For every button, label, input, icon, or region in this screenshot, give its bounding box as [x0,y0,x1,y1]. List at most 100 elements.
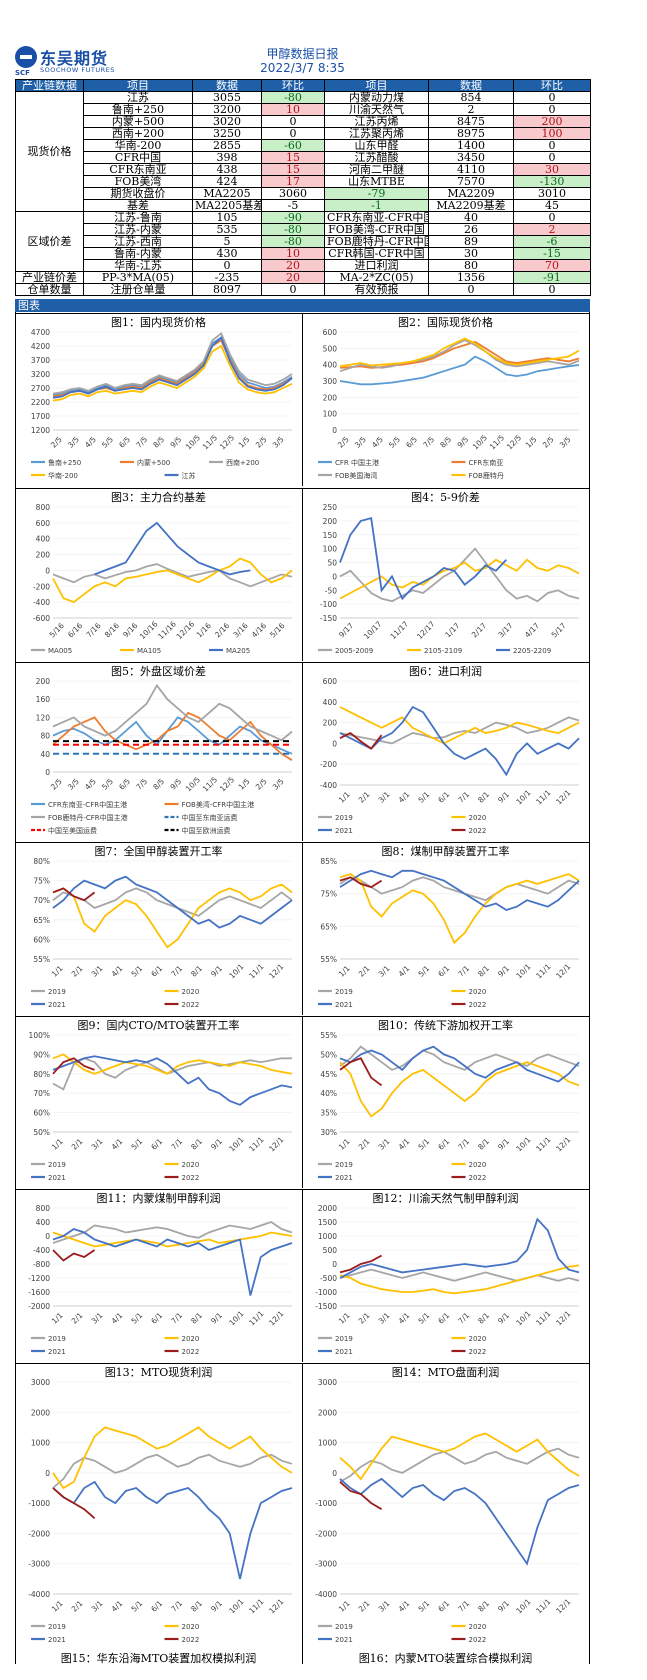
x-tick-label: 8/1 [476,1599,491,1614]
item-cell: 江苏-西南 [83,235,193,248]
logo-scf: SCF [15,69,30,77]
change-cell: -80 [261,91,325,104]
y-tick-label: -2000 [28,1529,50,1538]
x-tick-label: 3/16 [231,621,249,639]
chart-panel-c10: 图10：传统下游加权开工率 55% 50% 45% 40% 35% 30% 1/1 2/1 3/1… [302,1016,589,1188]
x-tick-label: 5/17 [550,621,568,639]
value-cell: 8975 [428,127,514,140]
chart-title: 图11：内蒙煤制甲醇利润 [96,1192,221,1205]
x-tick-label: 2/1 [357,964,372,979]
y-tick-label: -400 [33,1246,50,1255]
y-tick-label: -3000 [315,1560,337,1569]
series-line [339,516,507,601]
y-tick-label: 0 [332,1469,337,1478]
legend-label: 2021 [335,827,353,835]
x-tick-label: 2/5 [254,435,269,450]
x-tick-label: 5/16 [268,621,286,639]
x-tick-label: 3/5 [271,435,286,450]
x-tick-label: 9/1 [496,790,511,805]
y-tick-label: 1000 [31,1439,50,1448]
category-cell: 现货价格 [15,91,84,212]
x-tick-label: 10/1 [227,1309,245,1327]
y-tick-label: 55% [320,1031,337,1040]
y-tick-label: 100% [29,1031,50,1040]
report-date: 2022/3/7 8:35 [260,61,345,75]
y-tick-label: 200 [323,517,338,526]
table-row: 华南-江苏 0 20 进口利润 80 70 [16,259,591,272]
change-cell: 0 [261,127,325,140]
x-tick-label: 3/1 [377,790,392,805]
x-tick-label: 7/5 [134,435,149,450]
y-tick-label: -1600 [28,1288,50,1297]
series-line [339,339,580,373]
y-tick-label: -1000 [28,1499,50,1508]
y-tick-label: 150 [323,531,338,540]
y-tick-label: 85% [320,857,337,866]
legend-label: 2021 [335,1001,353,1009]
x-tick-label: 11/5 [488,433,506,451]
x-tick-label: 3/1 [377,1137,392,1152]
y-tick-label: 3700 [31,356,50,365]
legend-label: 2022 [182,1636,200,1644]
value-cell: 89 [428,235,514,248]
x-tick-label: 4/5 [83,777,98,792]
chart-panel-c3: 图3：主力合约基差 800 600 400 200 0 -200 -400 -600 5/16 6/… [15,488,302,661]
category-cell: 期货收盘价 [83,187,193,200]
item-cell: FOB鹿特丹-CFR中国 [324,235,429,248]
legend-label: 华南-200 [48,471,78,480]
x-tick-label: 11/1 [534,788,552,806]
change-cell: 17 [261,175,325,188]
panel-divider [302,1189,303,1362]
y-tick-label: 2000 [318,1204,337,1213]
value-cell: 8475 [428,115,514,128]
x-tick-label: 6/1 [436,790,451,805]
legend-label: 2205-2209 [513,647,551,655]
chart-title: 图1：国内现货价格 [111,316,206,329]
x-tick-label: 11/1 [247,1309,265,1327]
x-tick-label: 3/5 [66,435,81,450]
series-line [52,1057,95,1075]
legend-label: 2022 [182,1348,200,1356]
series-line [52,887,96,902]
category-cell: 区域价差 [15,211,84,272]
x-tick-label: 7/1 [456,964,471,979]
chart-svg: 55% 50% 45% 40% 35% 30%1/1 2/1 3/1 4/1 5/1 6/1 7/1 8… [318,1031,580,1182]
item-cell: 注册仓单量 [83,283,193,296]
legend-label: 2019 [48,1623,66,1631]
x-tick-label: 12/1 [267,962,285,980]
series-line [52,557,293,604]
legend-label: CFR 中国主港 [335,458,379,467]
y-tick-label: 3200 [31,370,50,379]
legend-label: MA205 [226,647,250,655]
legend-label: 2019 [335,1161,353,1169]
y-tick-label: 90% [33,1050,50,1059]
x-tick-label: 3/5 [271,777,286,792]
x-tick-label: 12/1 [554,1309,572,1327]
y-tick-label: 30% [320,1128,337,1137]
value-cell: 3450 [428,151,514,164]
y-tick-label: 1500 [318,1218,337,1227]
x-tick-label: 11/1 [534,1135,552,1153]
y-tick-label: 400 [36,535,51,544]
x-tick-label: 10/16 [138,619,160,641]
y-tick-label: 3000 [318,1378,337,1387]
x-tick-label: 7/1 [456,790,471,805]
x-tick-label: 5/16 [48,621,66,639]
series-line [52,875,293,929]
x-tick-label: 4/1 [397,1599,412,1614]
item-cell: 川渝天然气 [324,103,429,116]
y-tick-label: 200 [323,719,338,728]
x-tick-label: 11/1 [534,1597,552,1615]
change-cell: 0 [261,115,325,128]
legend-label: 2022 [182,1174,200,1182]
x-tick-label: 6/1 [149,964,164,979]
change-cell: -79 [324,187,429,200]
table-row: 鲁南+250 3200 10 川渝天然气 2 0 [16,103,591,116]
chart-title: 图3：主力合约基差 [111,491,206,504]
header-cell: 数据 [428,79,514,92]
table-row: 鲁南-内蒙 430 10 CFR韩国-CFR中国 30 -15 [16,247,591,260]
x-tick-label: 10/1 [227,1135,245,1153]
